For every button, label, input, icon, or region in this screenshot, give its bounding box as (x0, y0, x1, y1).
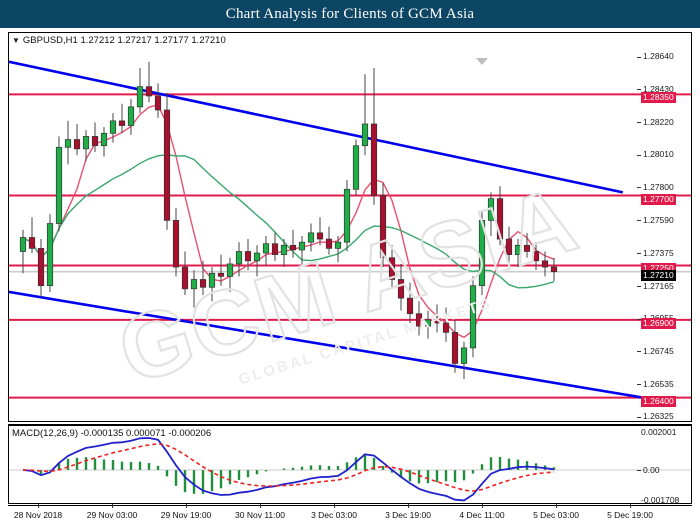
candlestick (55, 136, 63, 232)
chart-top-marker-icon (476, 58, 488, 65)
candlestick (109, 113, 117, 143)
candlestick (64, 120, 72, 165)
candlestick (343, 179, 351, 252)
candlestick (91, 122, 99, 152)
time-axis-label: 28 Nov 2018 (13, 510, 63, 520)
candlestick (370, 67, 378, 205)
chevron-down-icon[interactable]: ▼ (12, 36, 20, 45)
candlestick (181, 251, 189, 296)
window-title-bar: Chart Analysis for Clients of GCM Asia (0, 0, 700, 28)
symbol-ohlc-label: ▼ GBPUSD,H1 1.27212 1.27217 1.27177 1.272… (12, 35, 226, 46)
candlestick (415, 301, 423, 336)
candlestick (478, 211, 486, 296)
candlestick (217, 254, 225, 286)
price-chart-svg (9, 60, 691, 399)
candlestick (226, 257, 234, 292)
page-title: Chart Analysis for Clients of GCM Asia (225, 5, 475, 22)
candlestick (235, 242, 243, 277)
candlestick (397, 263, 405, 311)
time-axis-label: 29 Nov 19:00 (160, 510, 212, 520)
candlestick (28, 217, 36, 254)
candlestick (316, 217, 324, 246)
candlestick (307, 223, 315, 252)
candlestick (208, 267, 216, 302)
time-axis-label: 5 Dec 19:00 (607, 510, 653, 520)
candlestick (487, 192, 495, 236)
candlestick (424, 310, 432, 339)
candlestick (19, 229, 27, 274)
time-axis-label: 29 Nov 03:00 (86, 510, 138, 520)
candlestick (379, 183, 387, 268)
macd-pane[interactable] (8, 424, 692, 504)
time-axis-tick (556, 504, 557, 508)
candlestick (289, 229, 297, 258)
candlestick (37, 239, 45, 297)
candlestick (73, 123, 81, 156)
candlestick (172, 207, 180, 277)
candlestick (352, 139, 360, 196)
candlestick (136, 67, 144, 114)
time-axis-label: 30 Nov 11:00 (235, 510, 285, 520)
candlestick (298, 235, 306, 264)
chart-area: GCM ASIA GLOBAL CAPITAL MARKETS ▼ GBPUSD,… (0, 28, 700, 520)
candlestick (118, 103, 126, 134)
candlestick (334, 235, 342, 263)
time-axis-tick (334, 504, 335, 508)
time-axis-tick (186, 504, 187, 508)
candlestick (262, 235, 270, 266)
time-axis-tick (260, 504, 261, 508)
candlestick (469, 276, 477, 358)
time-axis-tick (482, 504, 483, 508)
candlestick (253, 245, 261, 277)
candlestick (433, 304, 441, 333)
symbol-ohlc-text: GBPUSD,H1 1.27212 1.27217 1.27177 1.2721… (22, 35, 226, 46)
time-axis-label: 4 Dec 11:00 (459, 510, 505, 520)
time-axis-tick (112, 504, 113, 508)
candlestick (496, 186, 504, 246)
candlestick (163, 92, 171, 230)
macd-chart-svg (9, 437, 691, 502)
candlestick (451, 319, 459, 373)
candlestick (46, 214, 54, 292)
candlestick (532, 242, 540, 271)
time-axis[interactable]: 28 Nov 2018 29 Nov 03:00 29 Nov 19:00 30 No… (8, 504, 692, 526)
candlestick (199, 260, 207, 296)
candlestick (325, 226, 333, 255)
candlestick (100, 127, 108, 157)
candlestick (82, 130, 90, 162)
macd-indicator-label: MACD(12,26,9) -0.000135 0.000071 -0.0002… (12, 428, 212, 439)
candlestick (460, 341, 468, 380)
candlestick (388, 245, 396, 289)
candlestick (271, 232, 279, 261)
time-axis-label: 3 Dec 03:00 (311, 510, 357, 520)
candlestick (442, 307, 450, 342)
candlestick (514, 239, 522, 268)
candlestick (406, 282, 414, 324)
time-axis-tick (38, 504, 39, 508)
candlestick (505, 226, 513, 264)
candlestick (244, 239, 252, 271)
candlestick (190, 270, 198, 308)
candlestick (550, 257, 558, 282)
time-axis-label: 3 Dec 19:00 (385, 510, 431, 520)
candlestick (154, 83, 162, 118)
time-axis-tick (408, 504, 409, 508)
candlestick (541, 251, 549, 277)
candlestick (145, 61, 153, 103)
candlestick (280, 239, 288, 268)
candlestick (361, 74, 369, 156)
candlestick (523, 232, 531, 258)
time-axis-tick (630, 504, 631, 508)
price-chart-pane[interactable] (8, 32, 692, 422)
candlestick (127, 99, 135, 135)
time-axis-label: 5 Dec 03:00 (533, 510, 579, 520)
